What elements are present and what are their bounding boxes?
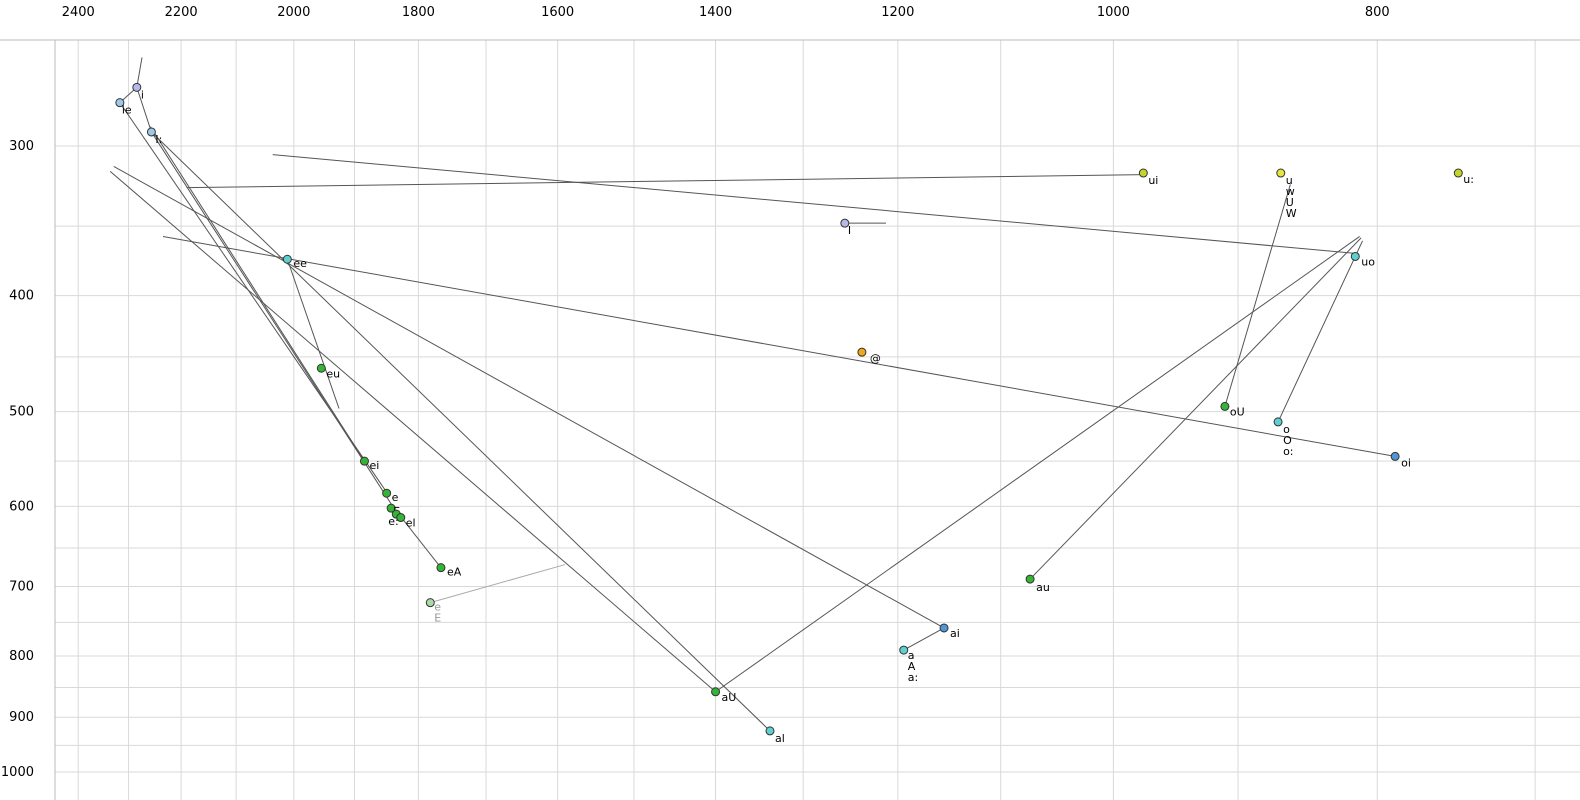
vowel-label-u: U [1286,196,1294,209]
y-tick-label: 900 [9,710,34,725]
vowel-point-u [1276,168,1286,178]
ui-trajectory [186,174,1145,189]
vowel-label-ai: ai [950,627,960,640]
vowel-label-e-gray: E [434,612,441,625]
vowel-point-ei [359,456,369,466]
vowel-label-au: au [1036,581,1050,594]
vowel-label-ei: ei [369,459,379,472]
vowel-point-a [899,645,909,655]
y-tick-label: 500 [9,405,34,420]
Ilong-trajectory [150,131,400,517]
vowel-label-schwa: @ [870,352,881,365]
vowel-point-el [396,513,406,523]
vowel-label-o: o: [1283,445,1293,458]
vowel-point-eA [436,563,446,573]
vowel-label-uo: uo [1361,255,1375,268]
vowel-label-u: w [1286,185,1295,198]
y-tick-label: 300 [9,139,34,154]
y-tick-label: 1000 [1,765,34,780]
vowel-point-uo [1350,251,1360,261]
vowel-point-al [765,726,775,736]
x-tick-label: 1000 [1097,5,1130,20]
vowel-point-aU [711,687,721,697]
vowel-label-oi: oi [1401,456,1411,469]
x-tick-label: 2400 [62,5,95,20]
vowel-label-a: a [908,649,915,662]
aU-trajectory-b [715,236,1360,693]
vowel-point-schwa [857,347,867,357]
y-tick-label: 600 [9,499,34,514]
au-trajectory [1029,237,1362,580]
vowel-point-i [132,82,142,92]
vowel-point-e [382,488,392,498]
eA-trajectory [401,517,442,568]
vowel-label-al: al [775,732,785,745]
vowel-label-e: e [392,491,399,504]
x-tick-label: 2200 [165,5,198,20]
vowel-point-oi [1390,451,1400,461]
vowel-label-ui: ui [1148,174,1158,187]
ee-trajectory [286,259,340,409]
ai-trajectory [113,165,945,629]
vowel-point-ui [1138,168,1148,178]
x-tick-label: 1200 [881,5,914,20]
vowel-point-ai [939,623,949,633]
vowel-label-I-long: I: [155,133,162,146]
vowel-point-E [386,503,396,513]
y-tick-label: 400 [9,289,34,304]
x-tick-label: 1800 [402,5,435,20]
vowel-label-oU: oU [1230,405,1245,418]
vowel-label-u: W [1286,207,1297,220]
vowel-label-e-gray: e [434,601,441,614]
oi-trajectory [162,235,1396,457]
vowel-label-aU: aU [722,691,737,704]
i-Ilong-connector [136,87,152,133]
a-connector [903,627,945,651]
vowel-label-a: a: [908,671,918,684]
vowel-point-u-long [1453,168,1463,178]
vowel-label-o: O [1283,434,1292,447]
vowel-point-oU [1220,401,1230,411]
y-tick-label: 800 [9,649,34,664]
ea-gray-trajectory [430,564,566,604]
vowel-point-eu [316,363,326,373]
vowel-label-eu: eu [326,367,340,380]
vowel-label-u-long: u: [1463,173,1474,186]
uo-trajectory [272,154,1359,255]
vowel-point-ie [115,98,125,108]
aU-trajectory-a [109,170,716,693]
vowel-label-a: A [908,660,916,673]
x-tick-label: 1400 [699,5,732,20]
i-trajectory [136,57,143,88]
vowel-point-e-gray [425,598,435,608]
ei-trajectory [149,126,365,462]
vowel-label-ee: ee [293,257,307,270]
y-tick-label: 700 [9,580,34,595]
oU-trajectory [1224,184,1291,407]
vowel-label-ie: ie [122,104,132,117]
vowel-point-ee [282,254,292,264]
vowel-label-i: i [141,88,144,101]
vowel-point-I-long [146,127,156,137]
vowel-label-el: el [406,517,416,530]
vowel-label-e-long: e: [388,515,398,528]
vowel-label-o: o [1283,423,1290,436]
x-tick-label: 2000 [277,5,310,20]
al-trajectory [151,131,771,732]
vowel-point-I [840,218,850,228]
vowel-label-I: I [848,224,851,237]
vowel-point-au [1025,574,1035,584]
x-tick-label: 800 [1365,5,1390,20]
o-trajectory [1277,240,1364,423]
x-tick-label: 1600 [541,5,574,20]
vowel-label-eA: eA [447,566,462,579]
vowel-label-u: u [1286,174,1293,187]
vowel-point-o [1273,417,1283,427]
